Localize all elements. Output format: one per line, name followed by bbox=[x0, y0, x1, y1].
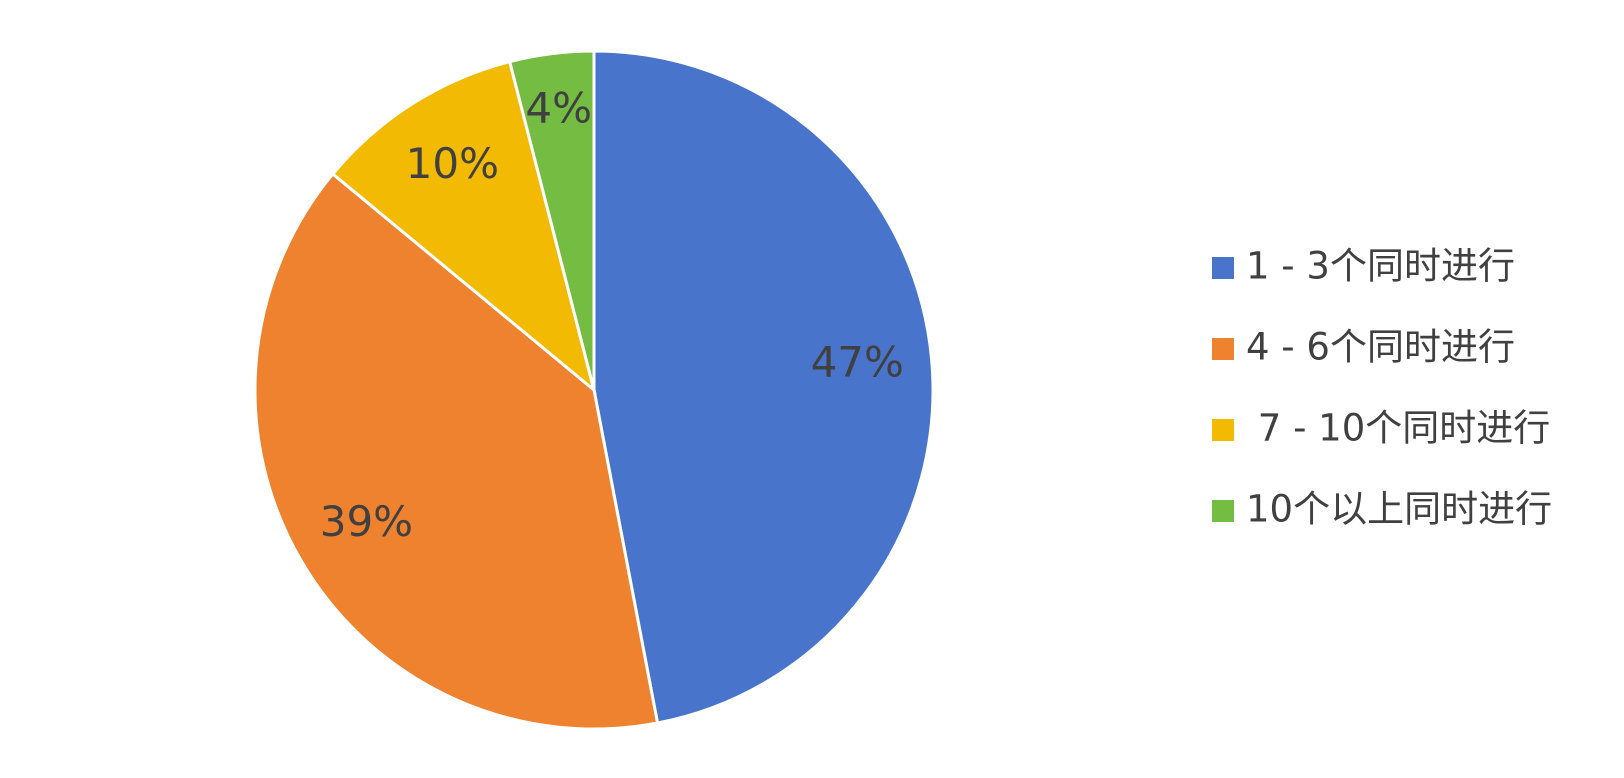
value-label: 10% bbox=[406, 139, 499, 188]
pie-slice bbox=[592, 49, 935, 725]
pie-slice bbox=[330, 59, 597, 395]
legend-label: 4 - 6个同时进行 bbox=[1246, 326, 1515, 369]
pie-slice bbox=[507, 49, 596, 391]
legend-label: 1 - 3个同时进行 bbox=[1246, 245, 1515, 288]
value-label: 47% bbox=[811, 338, 904, 387]
legend-swatch bbox=[1212, 338, 1234, 360]
legend-swatch bbox=[1212, 257, 1234, 279]
value-label: 39% bbox=[320, 497, 413, 546]
legend-label: 10个以上同时进行 bbox=[1246, 488, 1552, 531]
legend-swatch bbox=[1212, 419, 1234, 441]
value-label: 4% bbox=[525, 83, 592, 132]
legend-label: 7 - 10个同时进行 bbox=[1246, 407, 1550, 450]
pie-slice bbox=[253, 171, 660, 731]
legend-swatch bbox=[1212, 500, 1234, 522]
